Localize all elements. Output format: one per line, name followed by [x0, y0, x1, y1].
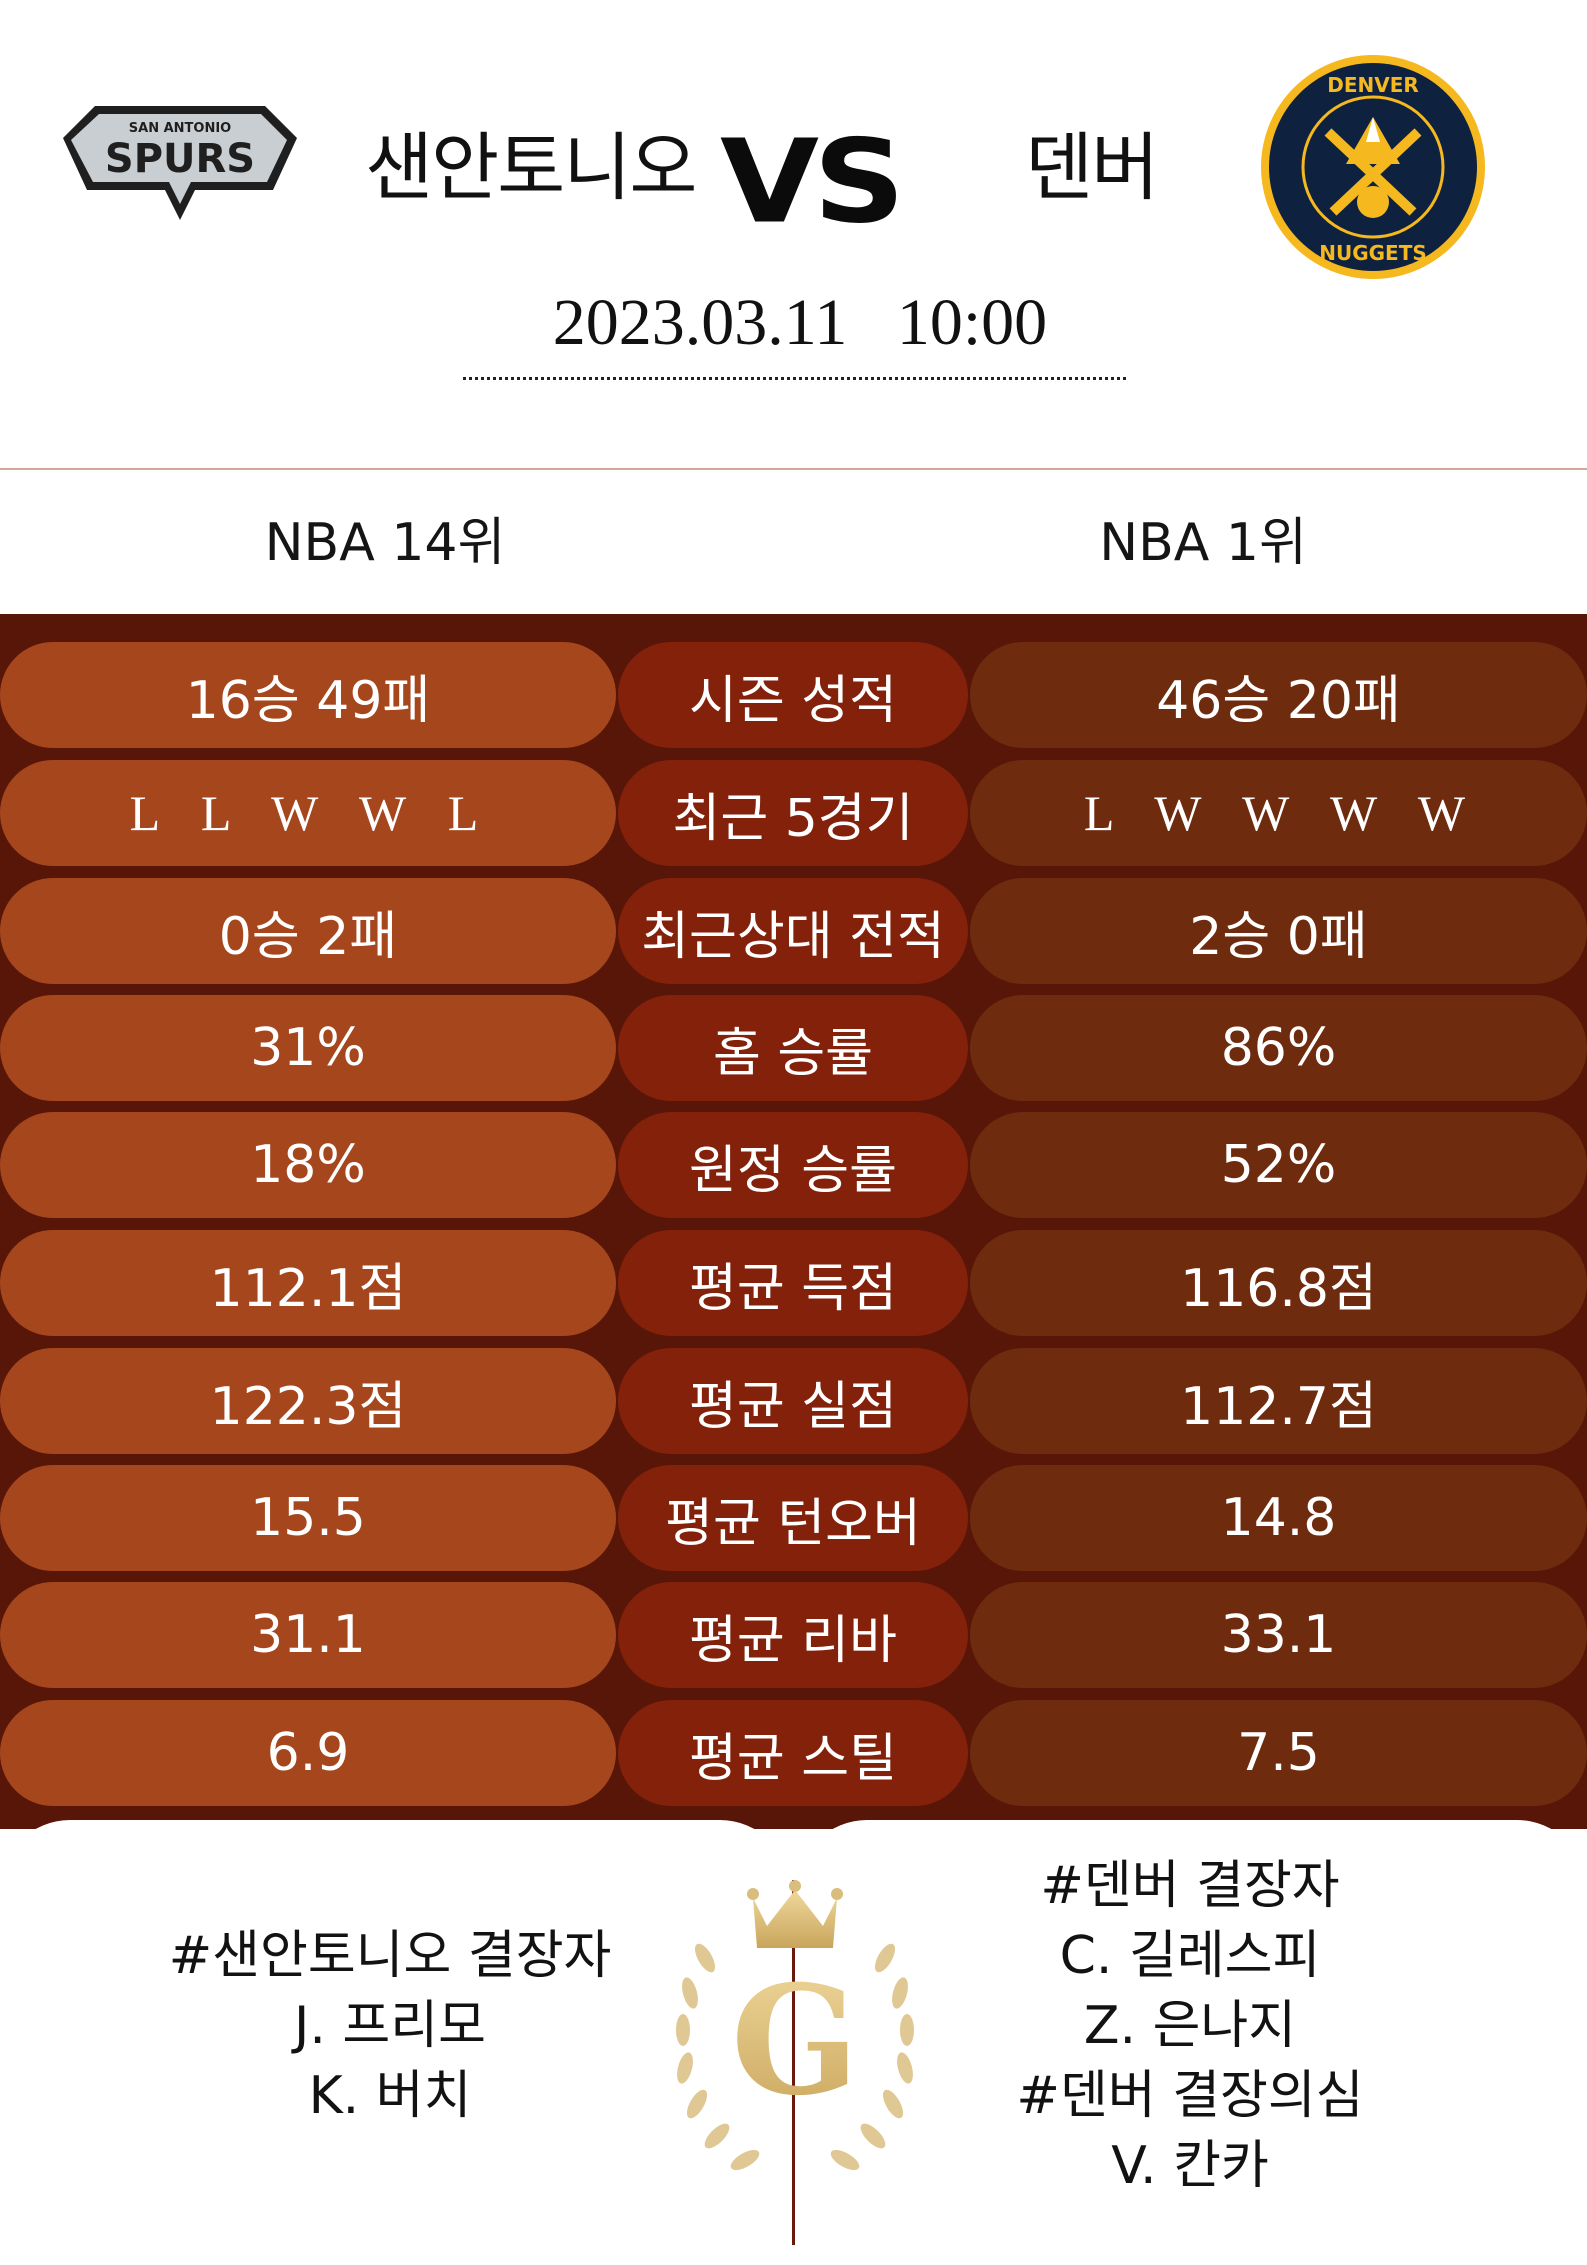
away-stat-avg-steal: 7.5 — [970, 1700, 1587, 1806]
stat-label-avg-allowed: 평균 실점 — [618, 1348, 968, 1454]
home-stat-avg-steal: 6.9 — [0, 1700, 616, 1806]
home-stat-h2h: 0승 2패 — [0, 878, 616, 984]
home-stat-avg-rebound: 31.1 — [0, 1582, 616, 1688]
nuggets-logo-bottom-text: NUGGETS — [1319, 241, 1427, 265]
stat-label-home-winrate: 홈 승률 — [618, 995, 968, 1101]
nuggets-logo: DENVER NUGGETS — [1258, 52, 1488, 282]
stat-label-avg-rebound: 평균 리바 — [618, 1582, 968, 1688]
dotted-divider — [463, 377, 1126, 380]
stat-label-season-record: 시즌 성적 — [618, 642, 968, 748]
home-absence-player: K. 버치 — [308, 2066, 472, 2126]
home-absence-list: #샌안토니오 결장자 J. 프리모 K. 버치 — [130, 1921, 650, 2131]
section-divider — [0, 468, 1587, 470]
away-stat-avg-rebound: 33.1 — [970, 1582, 1587, 1688]
away-doubtful-player: V. 칸카 — [1111, 2136, 1269, 2196]
stat-label-away-winrate: 원정 승률 — [618, 1112, 968, 1218]
away-rank: NBA 1위 — [1099, 513, 1307, 573]
away-stat-avg-allowed: 112.7점 — [970, 1348, 1587, 1454]
away-stat-avg-turnover: 14.8 — [970, 1465, 1587, 1571]
home-stat-avg-turnover: 15.5 — [0, 1465, 616, 1571]
home-team-name: 샌안토니오 — [365, 125, 697, 211]
spurs-logo-main-text: SPURS — [105, 136, 255, 182]
away-absence-list: #덴버 결장자 C. 길레스피 Z. 은나지 #덴버 결장의심 V. 칸카 — [960, 1851, 1420, 2201]
away-stat-away-winrate: 52% — [970, 1112, 1587, 1218]
home-absence-card — [0, 1820, 790, 2265]
away-team-name: 덴버 — [1025, 125, 1159, 211]
away-absence-player: C. 길레스피 — [1059, 1926, 1321, 1986]
away-stat-avg-points: 116.8점 — [970, 1230, 1587, 1336]
g-letter: G — [731, 1953, 859, 2129]
home-rank: NBA 14위 — [264, 513, 506, 573]
stat-label-avg-steal: 평균 스틸 — [618, 1700, 968, 1806]
away-absence-player: Z. 은나지 — [1083, 1996, 1297, 2056]
home-stat-avg-points: 112.1점 — [0, 1230, 616, 1336]
away-stat-season-record: 46승 20패 — [970, 642, 1587, 748]
vs-label: VS — [720, 115, 905, 250]
spurs-logo-top-text: SAN ANTONIO — [129, 121, 231, 136]
home-stat-home-winrate: 31% — [0, 995, 616, 1101]
away-stat-last5: L W W W W — [970, 760, 1587, 866]
home-absence-heading: #샌안토니오 결장자 — [168, 1926, 612, 1986]
stat-label-avg-turnover: 평균 턴오버 — [618, 1465, 968, 1571]
home-stat-away-winrate: 18% — [0, 1112, 616, 1218]
away-stat-home-winrate: 86% — [970, 995, 1587, 1101]
away-absence-card — [797, 1820, 1587, 2265]
spurs-logo: SAN ANTONIO SPURS — [55, 98, 305, 223]
away-absence-heading: #덴버 결장자 — [1040, 1856, 1340, 1916]
home-stat-season-record: 16승 49패 — [0, 642, 616, 748]
stat-label-h2h: 최근상대 전적 — [618, 878, 968, 984]
g-crown-laurel-logo: G — [645, 1868, 945, 2198]
game-datetime: 2023.03.11 10:00 — [552, 286, 1048, 359]
stat-label-avg-points: 평균 득점 — [618, 1230, 968, 1336]
home-stat-avg-allowed: 122.3점 — [0, 1348, 616, 1454]
nuggets-logo-top-text: DENVER — [1327, 73, 1419, 97]
home-stat-last5: L L W W L — [0, 760, 616, 866]
away-doubtful-heading: #덴버 결장의심 — [1016, 2066, 1364, 2126]
card-divider — [792, 1880, 795, 2245]
stat-label-last5: 최근 5경기 — [618, 760, 968, 866]
home-absence-player: J. 프리모 — [294, 1996, 486, 2056]
away-stat-h2h: 2승 0패 — [970, 878, 1587, 984]
